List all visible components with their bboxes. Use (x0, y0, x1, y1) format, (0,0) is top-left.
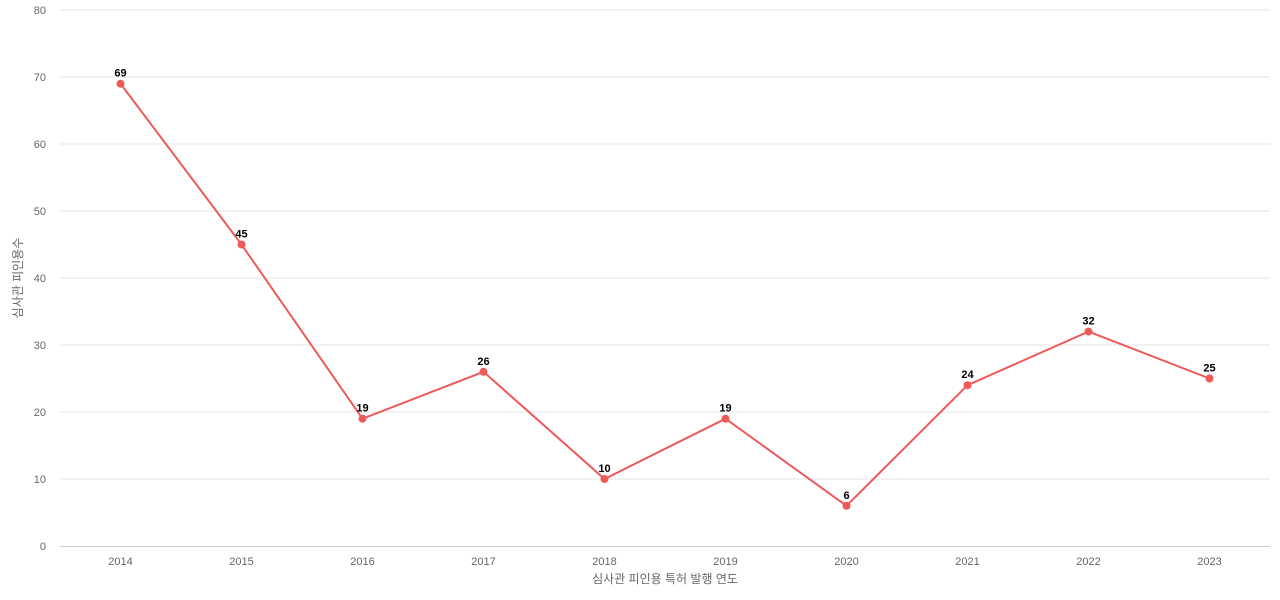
y-tick-label: 10 (34, 474, 46, 486)
y-tick-label: 40 (34, 273, 46, 285)
x-tick-label: 2023 (1197, 556, 1221, 568)
data-points (116, 79, 1214, 510)
series-line (119, 83, 1210, 508)
data-label: 26 (477, 356, 489, 368)
data-label: 45 (235, 229, 247, 241)
x-tick-label: 2014 (108, 556, 132, 568)
y-tick-label: 70 (34, 72, 46, 84)
series-group (119, 83, 1210, 508)
data-label: 10 (598, 463, 610, 475)
x-tick-label: 2020 (834, 556, 858, 568)
data-label: 24 (961, 369, 974, 381)
data-point[interactable] (600, 475, 609, 483)
x-tick-label: 2019 (713, 556, 737, 568)
data-point[interactable] (721, 414, 730, 423)
y-tick-label: 20 (34, 407, 46, 419)
x-tick-label: 2022 (1076, 556, 1100, 568)
data-point[interactable] (1084, 327, 1093, 336)
data-label: 32 (1082, 316, 1094, 328)
y-tick-label: 80 (34, 5, 46, 17)
x-axis-ticks: 2014 2015 2016 2017 2018 2019 2020 2021 2022 2023 (108, 556, 1221, 568)
data-label: 69 (114, 68, 126, 80)
y-tick-label: 0 (40, 541, 46, 553)
x-tick-label: 2016 (350, 556, 374, 568)
gridlines (60, 9, 1270, 480)
data-label: 25 (1203, 363, 1215, 375)
y-axis-ticks: 0 10 20 30 40 50 60 70 80 (34, 5, 46, 553)
data-point[interactable] (479, 367, 488, 376)
data-label: 19 (719, 403, 731, 415)
data-label: 19 (356, 403, 368, 415)
y-tick-label: 50 (34, 206, 46, 218)
x-axis-title: 심사관 피인용 특허 발행 연도 (592, 571, 738, 586)
x-tick-label: 2021 (955, 556, 979, 568)
data-label: 6 (843, 490, 849, 502)
y-tick-label: 30 (34, 340, 46, 352)
data-point[interactable] (963, 381, 972, 390)
x-tick-label: 2015 (229, 556, 253, 568)
y-axis-title: 심사관 피인용수 (11, 238, 25, 319)
data-point[interactable] (1205, 374, 1214, 383)
data-point[interactable] (116, 79, 125, 88)
y-tick-label: 60 (34, 139, 46, 151)
data-point[interactable] (358, 414, 367, 423)
x-tick-label: 2018 (592, 556, 616, 568)
data-point[interactable] (237, 240, 246, 249)
data-point[interactable] (842, 501, 851, 510)
data-labels: 69 45 19 26 10 19 6 24 32 25 (114, 68, 1215, 502)
x-tick-label: 2017 (471, 556, 495, 568)
